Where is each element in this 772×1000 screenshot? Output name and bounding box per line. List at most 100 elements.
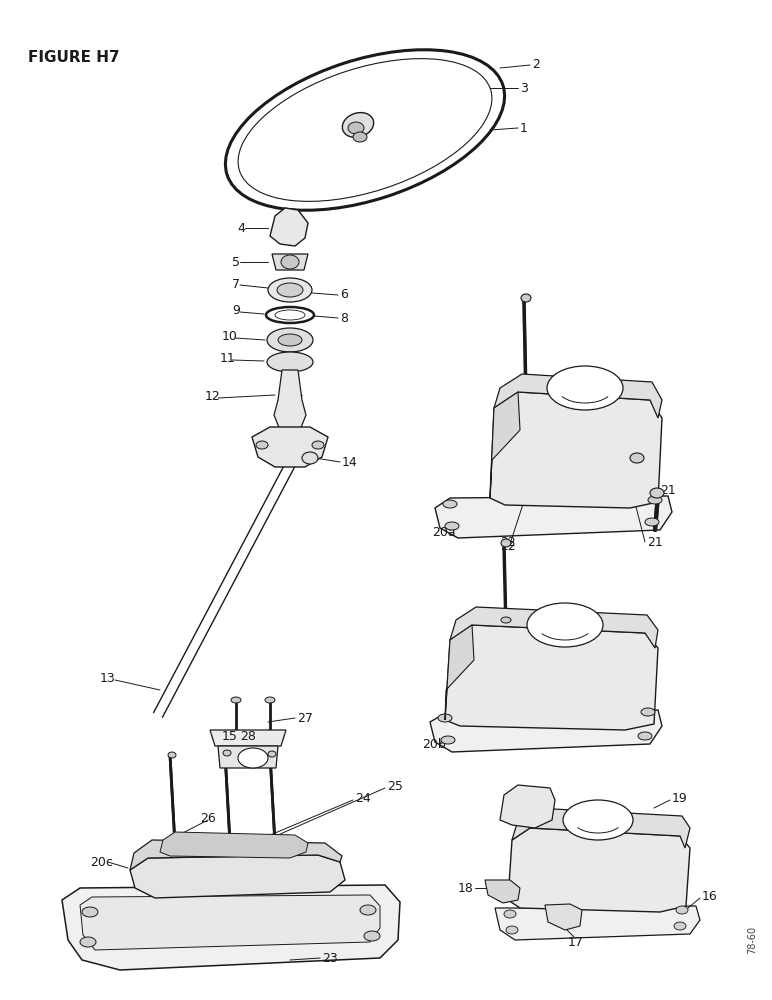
Text: 19: 19 (672, 792, 688, 804)
Text: 21: 21 (660, 484, 676, 496)
Ellipse shape (676, 906, 688, 914)
Ellipse shape (648, 496, 662, 504)
Ellipse shape (82, 907, 98, 917)
Ellipse shape (547, 366, 623, 410)
Ellipse shape (231, 697, 241, 703)
Ellipse shape (238, 748, 268, 768)
Polygon shape (430, 710, 662, 752)
Polygon shape (494, 374, 662, 418)
Ellipse shape (267, 328, 313, 352)
Ellipse shape (527, 603, 603, 647)
Text: 8: 8 (340, 312, 348, 324)
Ellipse shape (353, 132, 367, 142)
Ellipse shape (275, 310, 305, 320)
Ellipse shape (302, 452, 318, 464)
Text: 78-60: 78-60 (747, 926, 757, 954)
Ellipse shape (312, 441, 324, 449)
Text: 16: 16 (702, 890, 718, 902)
Polygon shape (435, 496, 672, 538)
Text: 28: 28 (240, 730, 256, 744)
Text: 9: 9 (232, 304, 240, 318)
Text: 11: 11 (220, 352, 235, 364)
Text: 20c: 20c (90, 856, 113, 868)
Ellipse shape (238, 59, 492, 201)
Ellipse shape (281, 255, 299, 269)
Text: 27: 27 (297, 712, 313, 724)
Ellipse shape (342, 113, 374, 137)
Text: 18: 18 (458, 882, 474, 894)
Polygon shape (274, 370, 306, 430)
Ellipse shape (360, 905, 376, 915)
Ellipse shape (674, 922, 686, 930)
Text: 2: 2 (532, 58, 540, 72)
Polygon shape (272, 254, 308, 270)
Ellipse shape (504, 910, 516, 918)
Ellipse shape (80, 937, 96, 947)
Text: 14: 14 (342, 456, 357, 468)
Text: 20a: 20a (432, 526, 455, 538)
Polygon shape (218, 746, 278, 768)
Ellipse shape (521, 294, 531, 302)
Text: 1: 1 (520, 121, 528, 134)
Text: 21: 21 (647, 536, 662, 548)
Ellipse shape (638, 732, 652, 740)
Text: 20b: 20b (422, 738, 445, 750)
Polygon shape (445, 625, 658, 730)
Polygon shape (490, 392, 520, 498)
Text: 10: 10 (222, 330, 238, 344)
Polygon shape (445, 625, 474, 720)
Ellipse shape (223, 750, 231, 756)
Ellipse shape (563, 800, 633, 840)
Polygon shape (545, 904, 582, 930)
Text: 22: 22 (500, 540, 516, 552)
Ellipse shape (168, 752, 176, 758)
Ellipse shape (256, 441, 268, 449)
Text: 15: 15 (222, 730, 238, 744)
Polygon shape (450, 607, 658, 648)
Ellipse shape (506, 926, 518, 934)
Ellipse shape (650, 488, 664, 498)
Ellipse shape (501, 539, 511, 547)
Ellipse shape (445, 522, 459, 530)
Text: 7: 7 (232, 277, 240, 290)
Text: 26: 26 (200, 812, 215, 824)
Text: 13: 13 (100, 672, 116, 684)
Polygon shape (485, 880, 520, 903)
Text: 24: 24 (355, 792, 371, 806)
Polygon shape (130, 840, 342, 870)
Ellipse shape (501, 617, 511, 623)
Ellipse shape (268, 751, 276, 757)
Ellipse shape (267, 352, 313, 372)
Text: 3: 3 (520, 82, 528, 95)
Ellipse shape (441, 736, 455, 744)
Polygon shape (62, 885, 400, 970)
Polygon shape (210, 730, 286, 746)
Ellipse shape (268, 278, 312, 302)
Polygon shape (270, 208, 308, 246)
Polygon shape (252, 427, 328, 467)
Text: 17: 17 (568, 936, 584, 948)
Ellipse shape (265, 697, 275, 703)
Polygon shape (130, 855, 345, 898)
Ellipse shape (348, 122, 364, 134)
Polygon shape (80, 895, 380, 950)
Text: 12: 12 (205, 389, 221, 402)
Text: 23: 23 (322, 952, 338, 964)
Polygon shape (512, 808, 690, 848)
Text: 25: 25 (387, 780, 403, 794)
Text: 4: 4 (237, 222, 245, 234)
Text: 6: 6 (340, 288, 348, 302)
Polygon shape (495, 906, 700, 940)
Text: 5: 5 (232, 255, 240, 268)
Text: 22: 22 (500, 536, 516, 550)
Polygon shape (508, 828, 690, 912)
Ellipse shape (630, 453, 644, 463)
Ellipse shape (278, 334, 302, 346)
Ellipse shape (641, 708, 655, 716)
Polygon shape (500, 785, 555, 828)
Ellipse shape (277, 283, 303, 297)
Ellipse shape (364, 931, 380, 941)
Text: FIGURE H7: FIGURE H7 (28, 50, 120, 66)
Ellipse shape (645, 518, 659, 526)
Polygon shape (160, 832, 308, 858)
